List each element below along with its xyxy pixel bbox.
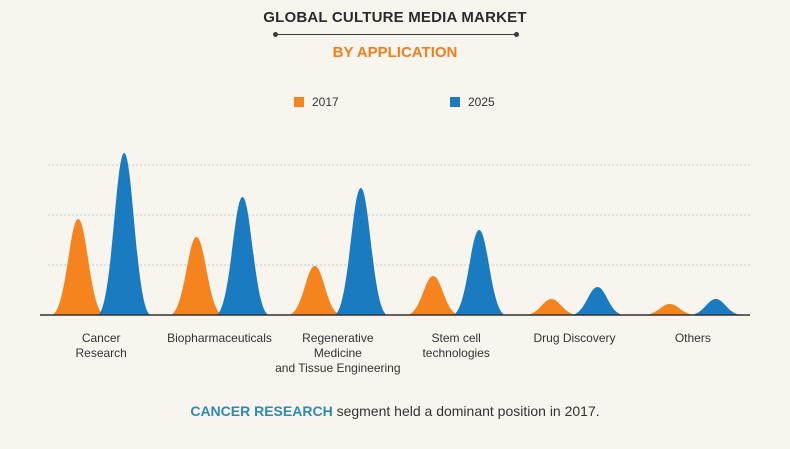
footer-note: CANCER RESEARCH segment held a dominant … bbox=[0, 403, 790, 419]
x-tick-label-line: Medicine bbox=[314, 346, 362, 360]
legend: 2017 2025 bbox=[0, 95, 790, 111]
x-tick-label-1: Biopharmaceuticals bbox=[167, 331, 272, 345]
x-tick-label-0: Cancer Research bbox=[75, 331, 126, 360]
x-tick-label-line: Research bbox=[75, 346, 126, 360]
peak-2017-4 bbox=[524, 299, 579, 315]
legend-item-2017: 2017 bbox=[294, 95, 339, 109]
x-tick-label-3: Stem cell technologies bbox=[422, 331, 489, 360]
x-tick-label-line: Stem cell bbox=[431, 331, 480, 345]
peak-2017-0 bbox=[51, 219, 106, 315]
divider-dot-left bbox=[273, 32, 278, 37]
x-tick-label-4: Drug Discovery bbox=[533, 331, 615, 345]
footer-highlight: CANCER RESEARCH bbox=[190, 403, 333, 419]
x-tick-label-line: and Tissue Engineering bbox=[275, 361, 400, 375]
legend-swatch-2025 bbox=[450, 97, 460, 107]
x-tick-label-2: Regenerative Medicine and Tissue Engineeri… bbox=[275, 331, 400, 375]
grid-lines bbox=[48, 164, 750, 266]
peak-2025-1 bbox=[215, 197, 270, 315]
chart-subtitle: BY APPLICATION bbox=[332, 44, 458, 61]
x-tick-label-line: Biopharmaceuticals bbox=[167, 331, 272, 345]
x-tick-label-line: technologies bbox=[422, 346, 489, 360]
peak-2025-3 bbox=[452, 230, 507, 315]
peak-2017-2 bbox=[287, 266, 342, 315]
legend-swatch-2017 bbox=[294, 97, 304, 107]
peak-2025-4 bbox=[570, 287, 625, 315]
footer-text: segment held a dominant position in 2017… bbox=[332, 403, 600, 419]
x-tick-label-line: Others bbox=[675, 331, 711, 345]
x-tick-label-5: Others bbox=[675, 331, 711, 345]
peak-2025-5 bbox=[688, 299, 743, 315]
peak-2025-0 bbox=[97, 153, 152, 315]
peak-2017-5 bbox=[642, 304, 697, 315]
peak-2017-1 bbox=[169, 237, 224, 315]
legend-label-2017: 2017 bbox=[312, 95, 339, 109]
legend-label-2025: 2025 bbox=[468, 95, 495, 109]
x-tick-label-line: Drug Discovery bbox=[533, 331, 615, 345]
peak-2017-3 bbox=[406, 276, 461, 315]
x-tick-label-line: Cancer bbox=[82, 331, 121, 345]
chart-title: GLOBAL CULTURE MEDIA MARKET bbox=[263, 9, 527, 26]
legend-item-2025: 2025 bbox=[450, 95, 495, 109]
title-divider bbox=[273, 32, 519, 37]
peak-2025-2 bbox=[333, 188, 388, 315]
x-tick-label-line: Regenerative bbox=[302, 331, 374, 345]
divider-dot-right bbox=[514, 32, 519, 37]
peaks bbox=[51, 153, 743, 315]
